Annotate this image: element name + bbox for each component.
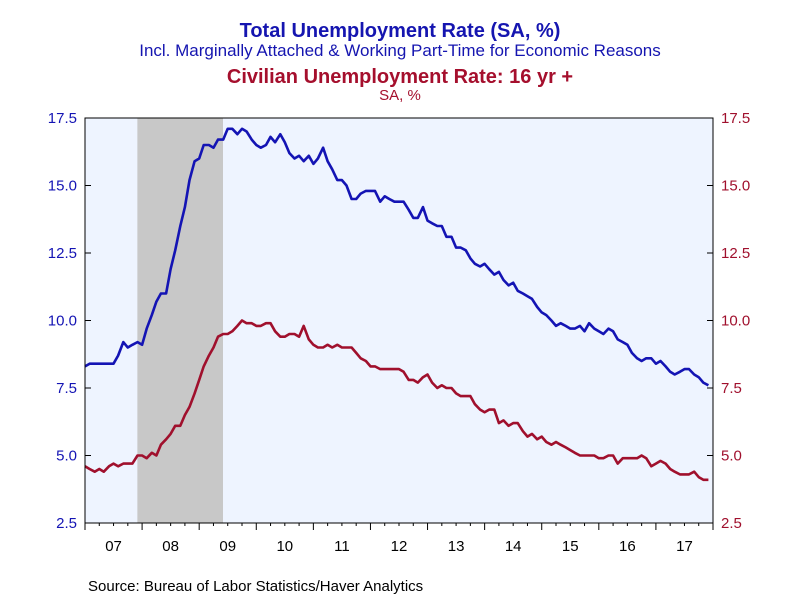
chart-title: Total Unemployment Rate (SA, %)	[239, 20, 561, 42]
chart-subtitle: Incl. Marginally Attached & Working Part…	[139, 41, 661, 60]
civilian-unemployment-line	[84, 319, 709, 482]
left-y-tick-label: 17.5	[48, 110, 77, 127]
right-y-tick-label: 17.5	[721, 110, 750, 127]
right-y-tick-label: 12.5	[721, 245, 750, 262]
x-tick-label: 15	[562, 538, 579, 555]
x-tick-label: 17	[676, 538, 693, 555]
x-tick-label: 10	[276, 538, 293, 555]
x-tick-label: 07	[105, 538, 122, 555]
x-tick-label: 16	[619, 538, 636, 555]
left-y-tick-label: 2.5	[56, 515, 77, 532]
right-y-tick-label: 15.0	[721, 178, 750, 195]
x-tick-label: 11	[334, 538, 350, 555]
right-y-tick-label: 2.5	[721, 515, 742, 532]
left-y-tick-label: 5.0	[56, 448, 77, 465]
left-y-tick-label: 10.0	[48, 313, 77, 330]
left-y-tick-label: 15.0	[48, 178, 77, 195]
chart-title-secondary: Civilian Unemployment Rate: 16 yr +	[226, 66, 574, 88]
x-tick-label: 08	[162, 538, 179, 555]
right-y-tick-label: 5.0	[721, 448, 742, 465]
left-y-tick-label: 12.5	[48, 245, 77, 262]
total-unemployment-line	[84, 127, 710, 387]
x-tick-label: 09	[219, 538, 236, 555]
recession-shading	[137, 118, 223, 523]
chart-subtitle-secondary: SA, %	[379, 87, 421, 104]
x-tick-label: 13	[448, 538, 465, 555]
source-note: Source: Bureau of Labor Statistics/Haver…	[88, 578, 424, 595]
left-y-tick-label: 7.5	[56, 380, 77, 397]
right-y-tick-label: 7.5	[721, 380, 742, 397]
x-tick-label: 12	[391, 538, 408, 555]
x-tick-label: 14	[505, 538, 522, 555]
right-y-tick-label: 10.0	[721, 313, 750, 330]
